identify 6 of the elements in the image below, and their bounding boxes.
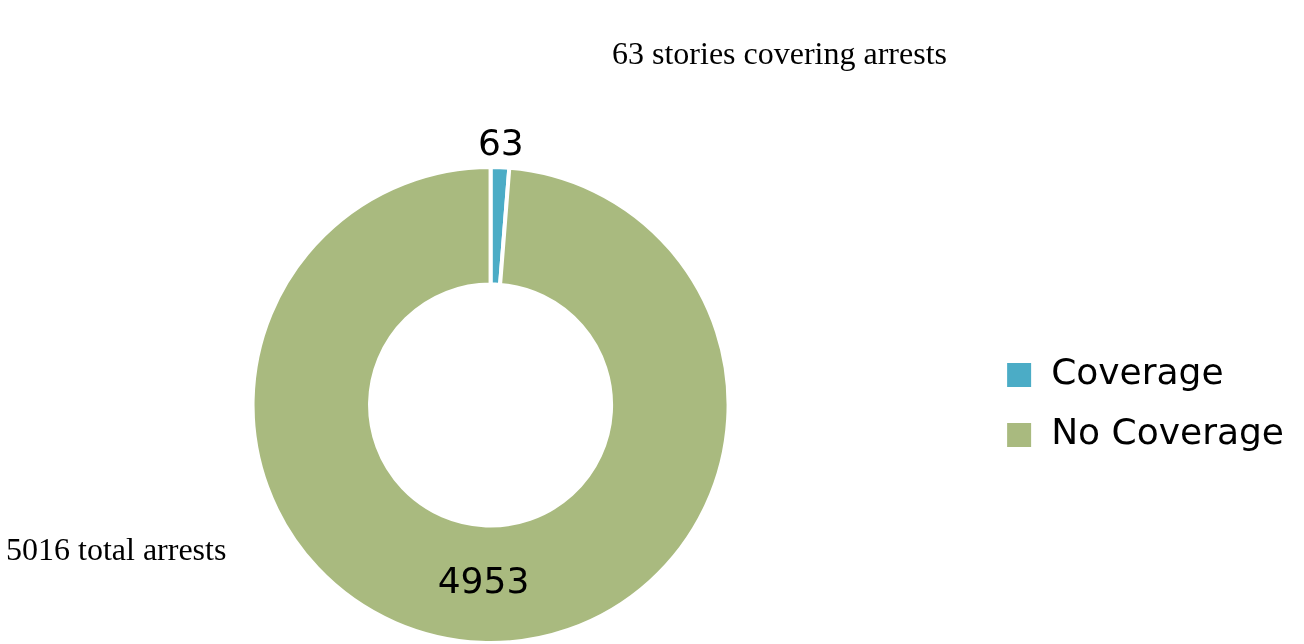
- text: 63 stories covering arrests: [612, 35, 948, 72]
- legend-label: Coverage: [1051, 351, 1224, 393]
- legend-label: No Coverage: [1051, 411, 1284, 453]
- data-label: 4953: [437, 560, 530, 602]
- data-label: 63: [477, 121, 524, 163]
- text: 5016 total arrests: [6, 531, 227, 568]
